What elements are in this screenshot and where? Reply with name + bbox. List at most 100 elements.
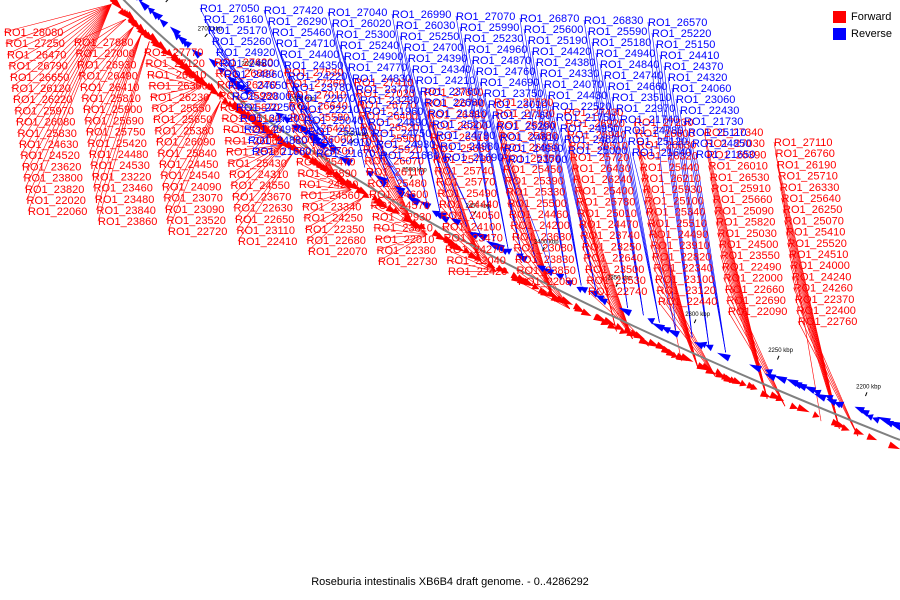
reverse-leader-line — [587, 30, 628, 308]
forward-gene-label: RO1_24290 — [299, 179, 358, 191]
reverse-gene-arrow — [790, 381, 803, 389]
forward-leader-line — [224, 140, 283, 146]
forward-gene-label: RO1_25160 — [222, 113, 281, 125]
forward-leader-line — [76, 18, 127, 65]
forward-gene-label: RO1_23800 — [24, 173, 83, 185]
forward-gene-arrow — [840, 424, 850, 431]
forward-gene-label: RO1_26420 — [292, 123, 351, 135]
forward-gene-label: RO1_25090 — [715, 205, 774, 217]
forward-leader-line — [288, 105, 340, 183]
forward-leader-line — [88, 33, 142, 155]
reverse-gene-label: RO1_22970 — [616, 103, 675, 115]
reverse-leader-line — [607, 85, 644, 316]
forward-gene-label: RO1_23470 — [444, 233, 503, 245]
reverse-leader-line — [211, 40, 247, 88]
forward-gene-arrow — [486, 261, 496, 269]
reverse-leader-line — [535, 61, 567, 279]
forward-leader-line — [504, 180, 555, 302]
legend-entry-reverse: Reverse — [833, 25, 892, 42]
forward-leader-line — [307, 196, 364, 252]
reverse-gene-arrow — [773, 375, 788, 384]
reverse-leader-line — [503, 147, 538, 264]
forward-leader-line — [87, 33, 142, 143]
reverse-gene-label: RO1_23230 — [360, 95, 419, 107]
forward-gene-label: RO1_25390 — [505, 175, 564, 187]
reverse-gene-label: RO1_25270 — [432, 119, 491, 131]
forward-gene-label: RO1_22060 — [28, 206, 87, 218]
forward-leader-line — [6, 4, 112, 55]
reverse-gene-arrow — [666, 329, 680, 338]
forward-gene-arrow — [111, 0, 123, 10]
reverse-leader-line — [199, 7, 237, 81]
legend-entry-forward: Forward — [833, 8, 892, 25]
kbp-tick — [204, 33, 208, 38]
forward-leader-line — [160, 93, 212, 176]
reverse-gene-label: RO1_26020 — [332, 18, 391, 30]
forward-gene-label: RO1_25100 — [645, 195, 704, 207]
reverse-gene-arrow — [651, 322, 666, 332]
forward-gene-label: RO1_23090 — [165, 204, 224, 216]
forward-gene-label: RO1_27600 — [424, 87, 483, 99]
reverse-leader-line — [507, 158, 552, 271]
reverse-leader-line — [591, 41, 628, 308]
reverse-leader-line — [371, 132, 415, 198]
forward-gene-label: RO1_22350 — [305, 224, 364, 236]
reverse-gene-arrow — [379, 180, 388, 188]
reverse-gene-label: RO1_24830 — [352, 73, 411, 85]
forward-leader-line — [797, 321, 859, 437]
forward-leader-line — [499, 146, 555, 302]
forward-gene-label: RO1_26490 — [79, 71, 138, 83]
forward-gene-label: RO1_22080 — [518, 276, 577, 288]
reverse-leader-line — [407, 57, 441, 212]
reverse-gene-arrow — [813, 393, 827, 402]
forward-gene-label: RO1_25400 — [575, 185, 634, 197]
reverse-leader-line — [547, 94, 582, 286]
forward-gene-arrow — [500, 267, 509, 274]
forward-leader-line — [97, 41, 150, 222]
reverse-leader-line — [471, 59, 509, 249]
forward-gene-arrow — [522, 277, 535, 287]
forward-gene-arrow — [812, 411, 820, 418]
forward-gene-label: RO1_25010 — [578, 208, 637, 220]
forward-leader-line — [508, 213, 571, 310]
reverse-gene-label: RO1_21720 — [240, 113, 299, 125]
forward-gene-label: RO1_24480 — [89, 149, 148, 161]
reverse-gene-label: RO1_24950 — [560, 123, 619, 135]
forward-gene-arrow — [302, 151, 312, 159]
forward-gene-label: RO1_24000 — [791, 260, 850, 272]
forward-leader-line — [149, 85, 202, 98]
forward-gene-arrow — [731, 377, 743, 385]
forward-gene-label: RO1_26090 — [156, 137, 215, 149]
forward-gene-label: RO1_23460 — [94, 183, 153, 195]
forward-gene-label: RO1_24560 — [301, 190, 360, 202]
forward-gene-label: RO1_26060 — [225, 135, 284, 147]
forward-gene-label: RO1_22090 — [728, 306, 787, 318]
forward-gene-label: RO1_25490 — [438, 188, 497, 200]
reverse-gene-arrow — [749, 364, 762, 373]
reverse-gene-label: RO1_24410 — [660, 50, 719, 62]
forward-gene-label: RO1_27770 — [144, 47, 203, 59]
forward-gene-arrow — [474, 254, 482, 261]
reverse-gene-label: RO1_24420 — [532, 46, 591, 58]
forward-gene-label: RO1_26600 — [636, 128, 695, 140]
reverse-leader-line — [631, 151, 676, 331]
reverse-gene-label: RO1_21680 — [380, 150, 439, 162]
reverse-gene-label: RO1_25250 — [400, 31, 459, 43]
forward-leader-line — [167, 100, 221, 232]
reverse-gene-arrow — [599, 298, 609, 306]
forward-gene-label: RO1_22930 — [372, 211, 431, 223]
forward-gene-label: RO1_26520 — [360, 122, 419, 134]
forward-gene-label: RO1_27880 — [74, 37, 133, 49]
reverse-leader-line — [299, 108, 342, 154]
reverse-gene-label: RO1_25110 — [688, 127, 747, 139]
forward-leader-line — [237, 152, 294, 242]
forward-gene-arrow — [853, 427, 865, 435]
forward-gene-label: RO1_26250 — [783, 204, 842, 216]
reverse-leader-line — [651, 32, 693, 338]
reverse-leader-line — [615, 107, 660, 323]
kbp-tick — [615, 282, 619, 287]
forward-gene-arrow — [759, 390, 771, 398]
forward-gene-label: RO1_23910 — [651, 240, 710, 252]
forward-gene-label: RO1_26320 — [639, 151, 698, 163]
reverse-gene-label: RO1_26990 — [392, 9, 451, 21]
